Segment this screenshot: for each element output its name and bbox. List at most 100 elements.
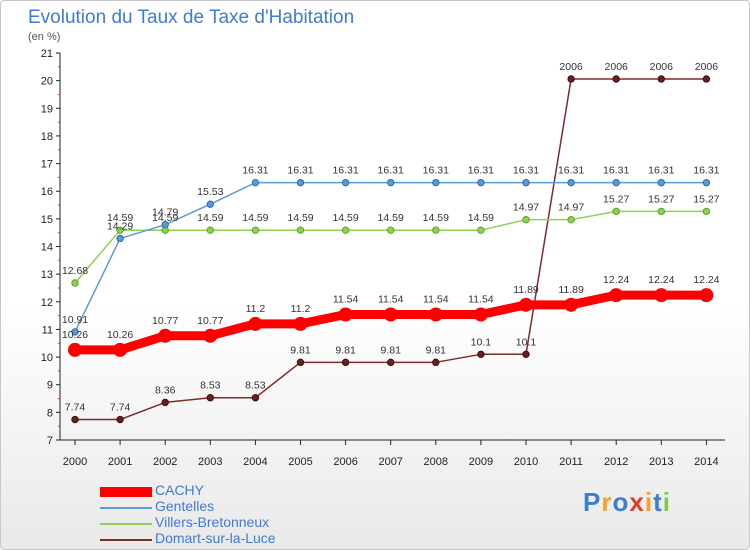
data-point [161,220,169,229]
data-label: 14.59 [468,212,494,224]
data-point [251,178,260,187]
data-label: 9.81 [335,344,356,356]
data-point [296,178,305,187]
y-tick-label: 17 [41,159,53,171]
data-label: 11.54 [423,294,449,306]
data-label: 11.54 [468,294,494,306]
data-point [158,328,173,343]
y-tick-label: 18 [41,131,53,143]
y-tick-label: 12 [41,297,53,309]
data-label: 14.79 [152,207,178,219]
data-label: 2006 [650,61,674,73]
x-tick-label: 2001 [108,456,132,468]
y-tick-label: 7 [47,435,53,447]
data-point [657,207,665,216]
x-tick-label: 2002 [153,456,177,468]
data-label: 12.68 [62,265,88,277]
data-point [116,234,124,243]
logo-letter: o [612,487,630,517]
data-label: 14.59 [197,212,223,224]
data-label: 9.81 [380,344,401,356]
y-tick-label: 10 [41,352,53,364]
data-point [702,75,711,83]
data-label: 10.77 [197,315,223,327]
data-point [522,215,530,224]
data-label: 14.59 [152,212,178,224]
data-label: 15.27 [648,193,674,205]
data-label: 14.59 [332,212,358,224]
data-point [432,226,440,234]
legend-swatch [100,507,152,509]
data-point [612,75,620,83]
data-label: 2006 [559,61,583,73]
data-point [432,358,440,367]
data-label: 16.31 [378,165,404,177]
data-label: 10.77 [152,315,178,327]
logo-letter: x [629,487,645,517]
data-point [387,358,395,367]
x-tick-label: 2012 [604,456,628,468]
data-point [567,178,575,187]
x-tick-label: 2014 [694,456,718,468]
y-tick-label: 11 [42,324,53,336]
legend-swatch [100,539,152,541]
data-point [699,288,714,303]
data-point [251,226,260,234]
data-point [387,226,395,234]
data-label: 16.31 [603,165,629,177]
data-label: 12.24 [603,274,629,286]
data-point [522,178,530,187]
data-point [206,394,215,402]
x-tick-label: 2008 [424,456,448,468]
data-point [71,279,79,287]
x-tick-label: 2007 [378,456,402,468]
data-point [702,178,711,187]
legend-label: Villers-Bretonneux [155,514,270,530]
data-point [161,398,169,407]
data-point [68,342,82,357]
data-label: 14.59 [242,212,268,224]
data-label: 15.53 [197,186,223,198]
data-point [567,215,575,224]
data-label: 10.26 [107,329,133,341]
data-label: 10.1 [516,336,537,348]
data-label: 9.81 [426,344,447,356]
data-label: 11.2 [246,303,266,315]
data-label: 14.59 [287,212,313,224]
data-label: 16.31 [287,165,313,177]
data-label: 9.81 [290,344,311,356]
data-point [203,328,218,343]
data-label: 16.31 [242,165,268,177]
y-tick-label: 9 [47,380,53,392]
x-tick-label: 2004 [243,456,267,468]
x-tick-label: 2000 [63,456,87,468]
data-label: 10.26 [62,329,88,341]
proxiti-logo: Proxiti [583,487,671,518]
data-label: 16.31 [693,165,719,177]
data-point [428,307,443,322]
x-tick-label: 2013 [649,456,673,468]
data-point [71,415,79,424]
data-label: 16.31 [558,165,584,177]
data-point [206,226,215,234]
x-tick-label: 2006 [333,456,357,468]
data-point [341,226,350,234]
data-label: 15.27 [603,193,629,205]
data-point [477,178,485,187]
data-point [567,75,575,83]
data-label: 14.59 [107,212,133,224]
data-point [116,226,124,234]
series-line-3 [75,78,707,421]
data-label: 11.89 [558,284,584,296]
data-point [564,297,579,312]
data-point [206,200,215,208]
data-label: 7.74 [65,402,86,414]
chart-subtitle: (en %) [28,31,61,43]
data-label: 14.59 [423,212,449,224]
y-tick-label: 8 [47,407,53,419]
x-tick-label: 2011 [559,456,583,468]
legend-swatch [100,487,152,497]
legend-label: CACHY [155,482,205,498]
data-point [702,207,711,216]
